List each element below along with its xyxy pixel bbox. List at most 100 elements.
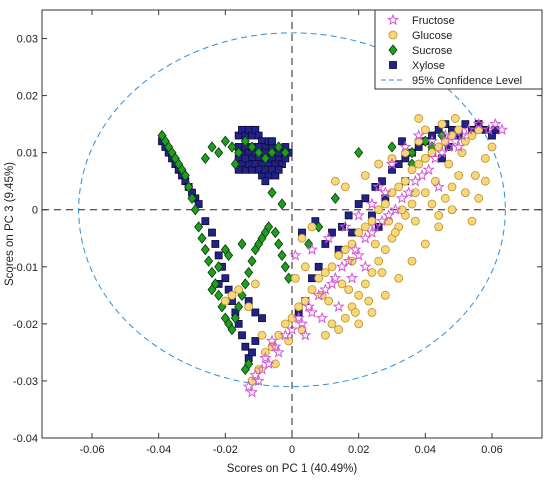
sucrose-point xyxy=(234,147,244,159)
sucrose-point xyxy=(224,249,234,262)
legend-label: Xylose xyxy=(412,60,445,72)
glucose-point xyxy=(467,131,477,140)
legend-item: Sucrose xyxy=(388,44,452,57)
fructose-point xyxy=(432,180,445,193)
legend-label: Sucrose xyxy=(412,45,452,57)
glucose-point xyxy=(220,296,230,306)
glucose-point xyxy=(380,245,390,255)
glucose-point xyxy=(374,205,384,215)
y-tick-label: -0.04 xyxy=(13,433,38,445)
sucrose-point xyxy=(330,192,340,204)
glucose-point xyxy=(314,273,324,283)
glucose-point xyxy=(367,308,377,317)
fructose-point xyxy=(439,129,452,141)
fructose-point xyxy=(462,123,475,136)
xylose-point xyxy=(258,314,266,323)
xylose-point xyxy=(211,240,220,248)
fructose-point xyxy=(242,380,255,392)
sucrose-point xyxy=(240,278,250,290)
sucrose-point xyxy=(230,312,240,324)
sucrose-point xyxy=(244,266,254,279)
glucose-point xyxy=(320,268,330,277)
fructose-point xyxy=(292,311,305,324)
fructose-point xyxy=(339,220,352,233)
glucose-point xyxy=(320,330,330,340)
glucose-point xyxy=(420,239,430,249)
glucose-point xyxy=(394,273,404,283)
glucose-point xyxy=(250,279,260,289)
legend: Fructose Glucose Sucrose Xylose 95% Confiden… xyxy=(374,9,543,90)
glucose-point xyxy=(294,302,304,312)
glucose-point xyxy=(287,313,297,323)
xylose-point xyxy=(344,211,353,220)
glucose-point xyxy=(360,171,370,180)
fructose-point xyxy=(305,243,319,255)
y-tick-label: 0 xyxy=(32,205,38,217)
y-axis-ticks: -0.04 -0.03 -0.02 -0.01 0 0.01 0.02 0.03 xyxy=(13,34,542,445)
x-tick-label: -0.02 xyxy=(213,444,238,456)
glucose-point xyxy=(414,159,424,169)
fructose-point xyxy=(345,271,359,284)
fructose-point xyxy=(302,300,315,312)
legend-label: 95% Confidence Level xyxy=(412,75,522,87)
legend-label: Fructose xyxy=(412,15,455,27)
glucose-point xyxy=(234,285,244,295)
legend-diamond-symbol xyxy=(388,44,398,56)
fructose-point xyxy=(325,277,339,290)
glucose-point xyxy=(454,171,464,180)
glucose-point xyxy=(360,279,370,289)
x-tick-label: 0.02 xyxy=(348,444,369,456)
glucose-point xyxy=(450,114,460,123)
glucose-point xyxy=(280,319,290,329)
glucose-point xyxy=(380,199,390,209)
fructose-point xyxy=(272,345,285,358)
glucose-point xyxy=(334,250,344,260)
glucose-point xyxy=(307,285,317,295)
y-tick-label: -0.03 xyxy=(13,376,38,388)
fructose-point xyxy=(245,385,259,398)
x-tick-label: 0.06 xyxy=(481,444,502,456)
legend-circle-symbol xyxy=(388,30,398,40)
xylose-point xyxy=(241,154,250,163)
legend-star-symbol xyxy=(386,13,400,26)
glucose-point xyxy=(327,262,337,272)
xylose-point xyxy=(214,251,223,260)
fructose-point xyxy=(295,317,309,330)
y-tick-label: 0.02 xyxy=(17,91,38,103)
xylose-point xyxy=(394,160,403,168)
legend-box xyxy=(374,9,543,90)
fructose-point xyxy=(265,334,279,347)
glucose-point xyxy=(400,176,410,186)
series-glucose xyxy=(220,114,497,386)
sucrose-point xyxy=(247,141,257,153)
glucose-point xyxy=(407,256,417,266)
glucose-point xyxy=(360,222,370,232)
glucose-point xyxy=(244,302,254,312)
fructose-point xyxy=(259,351,272,364)
x-axis-ticks: -0.06 -0.04 -0.02 0 0.02 0.04 0.06 xyxy=(79,10,503,456)
glucose-point xyxy=(374,256,384,266)
fructose-point xyxy=(359,260,372,273)
sucrose-point xyxy=(187,192,197,204)
xylose-point xyxy=(251,337,260,345)
fructose-point xyxy=(269,340,282,352)
glucose-point xyxy=(337,279,347,289)
sucrose-point xyxy=(244,358,254,370)
x-tick-label: -0.04 xyxy=(146,444,171,456)
glucose-point xyxy=(380,290,390,300)
glucose-point xyxy=(340,313,350,323)
glucose-point xyxy=(377,268,387,277)
glucose-point xyxy=(394,182,404,192)
x-tick-label: -0.06 xyxy=(79,444,104,456)
glucose-point xyxy=(374,159,384,169)
glucose-point xyxy=(390,228,400,237)
legend-label: Glucose xyxy=(412,30,452,42)
glucose-point xyxy=(470,171,480,180)
glucose-point xyxy=(410,216,420,226)
fructose-point xyxy=(352,209,365,221)
xylose-point xyxy=(208,228,216,237)
fructose-point xyxy=(289,248,302,261)
legend-item: Xylose xyxy=(389,60,445,72)
